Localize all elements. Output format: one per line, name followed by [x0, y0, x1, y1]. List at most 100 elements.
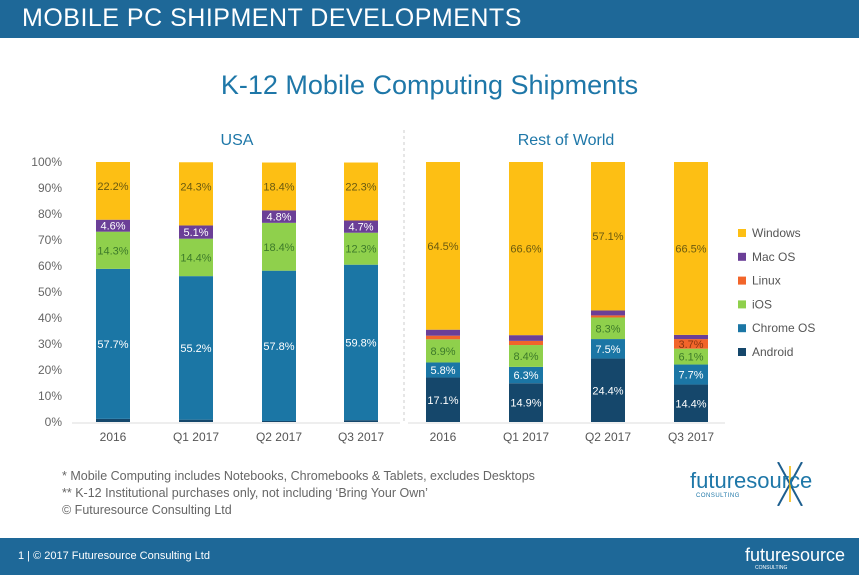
- bar-segment-android: [96, 418, 130, 422]
- bar-segment-android: [344, 420, 378, 422]
- data-label: 14.4%: [675, 398, 706, 410]
- bar-segment-mac-os: [674, 334, 708, 340]
- bar-segment-windows: [674, 162, 708, 335]
- data-label: 64.5%: [427, 241, 458, 253]
- bar-segment-chrome-os: [179, 276, 213, 420]
- data-label: 22.3%: [345, 182, 376, 194]
- bar-segment-linux: [509, 340, 543, 346]
- y-tick-label: 30%: [38, 337, 62, 351]
- bar-segment-windows: [426, 162, 460, 330]
- data-label: 22.2%: [97, 181, 128, 193]
- bar-segment-windows: [591, 162, 625, 311]
- logo-subtext: CONSULTING: [696, 493, 740, 499]
- x-tick-label: Q3 2017: [668, 430, 714, 444]
- data-label: 24.3%: [180, 181, 211, 193]
- legend-label: Android: [752, 345, 793, 359]
- bar-segment-mac-os: [591, 310, 625, 316]
- x-tick-label: 2016: [100, 430, 127, 444]
- data-label: 59.8%: [345, 337, 376, 349]
- footer-logo-sub: CONSULTING: [755, 565, 788, 571]
- footnotes: * Mobile Computing includes Notebooks, C…: [62, 468, 535, 519]
- legend-swatch: [738, 348, 746, 356]
- bar-segment-chrome-os: [591, 339, 625, 359]
- legend-label: Mac OS: [752, 250, 795, 264]
- y-tick-label: 80%: [38, 207, 62, 221]
- y-tick-label: 50%: [38, 285, 62, 299]
- panel-title: Rest of World: [518, 132, 615, 149]
- y-tick-label: 60%: [38, 259, 62, 273]
- data-label: 55.2%: [180, 343, 211, 355]
- bar-segment-windows: [509, 162, 543, 336]
- data-label: 14.4%: [180, 252, 211, 264]
- bar-segment-chrome-os: [674, 364, 708, 385]
- footer-bar: 1 | © 2017 Futuresource Consulting Ltd f…: [0, 538, 859, 575]
- legend-swatch: [738, 252, 746, 261]
- data-label: 8.4%: [513, 351, 538, 363]
- bar-segment-android: [674, 384, 708, 422]
- x-tick-label: Q2 2017: [585, 430, 631, 444]
- header-bar: MOBILE PC SHIPMENT DEVELOPMENTS: [0, 0, 859, 38]
- data-label: 6.1%: [678, 352, 703, 364]
- bar-segment-linux: [591, 315, 625, 318]
- data-label: 14.3%: [97, 245, 128, 257]
- bar-segment-ios: [426, 339, 460, 363]
- data-label: 66.5%: [675, 243, 706, 255]
- bar-segment-mac-os: [426, 329, 460, 336]
- data-label: 5.8%: [430, 365, 455, 377]
- legend-label: Windows: [752, 226, 801, 240]
- legend-label: Linux: [752, 274, 781, 288]
- logo-text: futuresource: [690, 468, 813, 493]
- footnote: © Futuresource Consulting Ltd: [62, 503, 232, 517]
- legend-swatch: [738, 276, 746, 285]
- bar-segment-android: [509, 383, 543, 422]
- bar-segment-windows: [179, 162, 213, 226]
- bar-segment-mac-os: [344, 220, 378, 233]
- data-label: 57.8%: [263, 341, 294, 353]
- data-label: 7.7%: [678, 370, 703, 382]
- data-label: 18.4%: [263, 182, 294, 194]
- bar-segment-chrome-os: [509, 366, 543, 384]
- futuresource-logo: futuresource CONSULTING: [690, 462, 813, 506]
- data-label: 57.7%: [97, 339, 128, 351]
- legend-label: Chrome OS: [752, 321, 815, 335]
- x-tick-label: Q1 2017: [173, 430, 219, 444]
- data-label: 57.1%: [592, 231, 623, 243]
- bar-segment-windows: [96, 162, 130, 220]
- bar-segment-chrome-os: [426, 362, 460, 378]
- data-label: 6.3%: [513, 370, 538, 382]
- data-label: 3.7%: [678, 339, 703, 351]
- bar-segment-ios: [509, 345, 543, 367]
- bar-segment-ios: [96, 231, 130, 269]
- data-label: 4.8%: [266, 212, 291, 224]
- legend-label: iOS: [752, 297, 772, 311]
- bar-segment-ios: [591, 317, 625, 340]
- legend-swatch: [738, 229, 746, 237]
- data-label: 4.6%: [100, 221, 125, 233]
- data-label: 17.1%: [427, 395, 458, 407]
- x-tick-label: Q2 2017: [256, 430, 302, 444]
- footer-copyright: 1 | © 2017 Futuresource Consulting Ltd: [18, 550, 210, 562]
- bar-segment-windows: [344, 162, 378, 221]
- bar-segment-linux: [426, 335, 460, 340]
- bar-segment-chrome-os: [262, 270, 296, 421]
- data-label: 66.6%: [510, 244, 541, 256]
- data-label: 12.3%: [345, 244, 376, 256]
- bar-segment-android: [426, 377, 460, 422]
- y-tick-label: 10%: [38, 389, 62, 403]
- header-title: MOBILE PC SHIPMENT DEVELOPMENTS: [22, 4, 522, 32]
- y-tick-label: 90%: [38, 181, 62, 195]
- data-label: 5.1%: [183, 227, 208, 239]
- bar-segment-mac-os: [96, 219, 130, 232]
- bar-segment-chrome-os: [344, 264, 378, 421]
- data-label: 18.4%: [263, 242, 294, 254]
- y-tick-label: 20%: [38, 363, 62, 377]
- bar-segment-linux: [674, 339, 708, 349]
- bar-segment-ios: [674, 348, 708, 365]
- data-label: 24.4%: [592, 385, 623, 397]
- data-label: 8.9%: [430, 346, 455, 358]
- data-label: 4.7%: [348, 222, 373, 234]
- footnote: * Mobile Computing includes Notebooks, C…: [62, 469, 535, 483]
- panel-title: USA: [221, 132, 254, 149]
- x-tick-label: Q3 2017: [338, 430, 384, 444]
- bar-segment-ios: [179, 238, 213, 277]
